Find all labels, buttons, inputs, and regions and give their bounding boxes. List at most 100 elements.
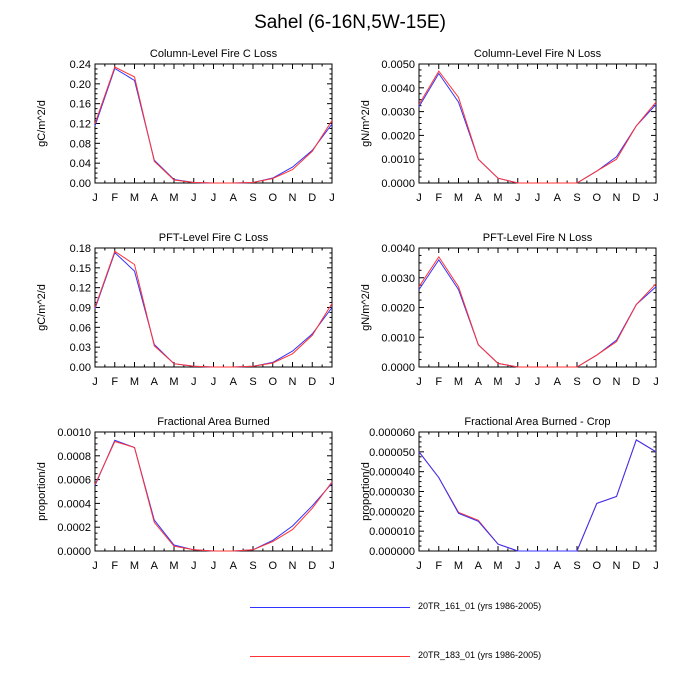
y-tick-label: 0.12: [70, 283, 91, 295]
x-tick-label: O: [268, 192, 277, 204]
x-tick-label: J: [211, 376, 217, 388]
x-tick-label: J: [211, 192, 217, 204]
y-tick-label: 0.04: [70, 158, 91, 170]
y-axis-label: gC/m^2/d: [36, 284, 48, 331]
x-tick-label: M: [169, 192, 178, 204]
plot-frame: [418, 431, 657, 552]
plot-frame: [418, 247, 657, 368]
series-line-1: [418, 258, 657, 368]
y-tick-label: 0.0000: [57, 546, 91, 558]
y-tick-label: 0.000030: [369, 487, 415, 499]
x-tick-label: A: [151, 560, 159, 572]
x-tick-label: D: [632, 560, 640, 572]
y-tick-label: 0.24: [70, 59, 91, 71]
panel-title: PFT-Level Fire C Loss: [159, 232, 269, 244]
x-tick-label: M: [493, 192, 502, 204]
x-tick-label: J: [416, 376, 422, 388]
y-tick-label: 0.08: [70, 138, 91, 150]
x-tick-label: J: [653, 560, 659, 572]
x-tick-label: A: [151, 376, 159, 388]
y-tick-label: 0.0020: [381, 130, 415, 142]
y-tick-label: 0.000050: [369, 447, 415, 459]
x-tick-label: J: [329, 560, 335, 572]
x-tick-label: N: [289, 192, 297, 204]
legend-label-series-1: 20TR_161_01 (yrs 1986-2005): [418, 601, 542, 611]
x-tick-label: A: [151, 192, 159, 204]
x-tick-label: M: [169, 560, 178, 572]
y-tick-label: 0.00: [70, 178, 91, 190]
y-tick-label: 0.0004: [57, 498, 91, 510]
x-tick-label: O: [268, 560, 277, 572]
plot-frame: [94, 431, 333, 552]
y-tick-label: 0.0010: [57, 427, 91, 439]
y-tick-label: 0.18: [70, 243, 91, 255]
x-tick-label: F: [435, 376, 442, 388]
figure-title: Sahel (6-16N,5W-15E): [254, 12, 446, 33]
x-tick-label: D: [632, 192, 640, 204]
y-tick-label: 0.000010: [369, 526, 415, 538]
x-tick-label: F: [111, 560, 118, 572]
x-tick-label: J: [191, 560, 197, 572]
x-tick-label: A: [230, 560, 238, 572]
x-tick-label: O: [268, 376, 277, 388]
y-tick-label: 0.0002: [57, 522, 91, 534]
y-tick-label: 0.16: [70, 99, 91, 111]
x-tick-label: N: [613, 560, 621, 572]
panel-title: Column-Level Fire N Loss: [474, 48, 602, 60]
x-tick-label: M: [169, 376, 178, 388]
series-line-1: [418, 439, 657, 552]
x-tick-label: J: [535, 376, 541, 388]
series-line-2: [94, 440, 333, 552]
x-tick-label: D: [308, 560, 316, 572]
y-axis-label: gN/m^2/d: [360, 284, 372, 331]
y-tick-label: 0.0000: [381, 178, 415, 190]
x-tick-label: A: [475, 376, 483, 388]
x-tick-label: J: [329, 376, 335, 388]
x-tick-label: J: [92, 560, 98, 572]
x-tick-label: M: [454, 376, 463, 388]
y-tick-label: 0.0020: [381, 303, 415, 315]
x-tick-label: A: [230, 192, 238, 204]
series-line-2: [418, 255, 657, 368]
x-tick-label: F: [111, 376, 118, 388]
x-tick-label: O: [592, 192, 601, 204]
x-tick-label: J: [535, 560, 541, 572]
y-tick-label: 0.0010: [381, 154, 415, 166]
x-tick-label: D: [308, 192, 316, 204]
x-tick-label: M: [130, 560, 139, 572]
y-tick-label: 0.000020: [369, 506, 415, 518]
y-axis-label: proportion/d: [360, 462, 372, 521]
x-tick-label: A: [475, 560, 483, 572]
x-tick-label: F: [435, 192, 442, 204]
x-tick-label: D: [632, 376, 640, 388]
y-tick-label: 0.0006: [57, 475, 91, 487]
x-tick-label: M: [454, 192, 463, 204]
y-tick-label: 0.0000: [381, 362, 415, 374]
x-tick-label: J: [653, 192, 659, 204]
panel-title: Fractional Area Burned: [157, 416, 270, 428]
x-tick-label: J: [92, 376, 98, 388]
x-tick-label: A: [554, 192, 562, 204]
series-line-1: [418, 72, 657, 184]
y-tick-label: 0.000000: [369, 546, 415, 558]
y-tick-label: 0.0040: [381, 243, 415, 255]
x-tick-label: J: [515, 192, 521, 204]
x-tick-label: J: [211, 560, 217, 572]
x-tick-label: J: [329, 192, 335, 204]
x-tick-label: J: [191, 192, 197, 204]
y-tick-label: 0.20: [70, 79, 91, 91]
y-tick-label: 0.0050: [381, 59, 415, 71]
y-axis-label: gC/m^2/d: [36, 100, 48, 147]
plot-frame: [94, 247, 333, 368]
chart-panel-6: Fractional Area Burned - Crop proportion/…: [360, 416, 659, 572]
x-tick-label: J: [653, 376, 659, 388]
plot-frame: [94, 63, 333, 184]
y-tick-label: 0.0040: [381, 83, 415, 95]
x-tick-label: S: [249, 376, 256, 388]
x-tick-label: A: [554, 376, 562, 388]
